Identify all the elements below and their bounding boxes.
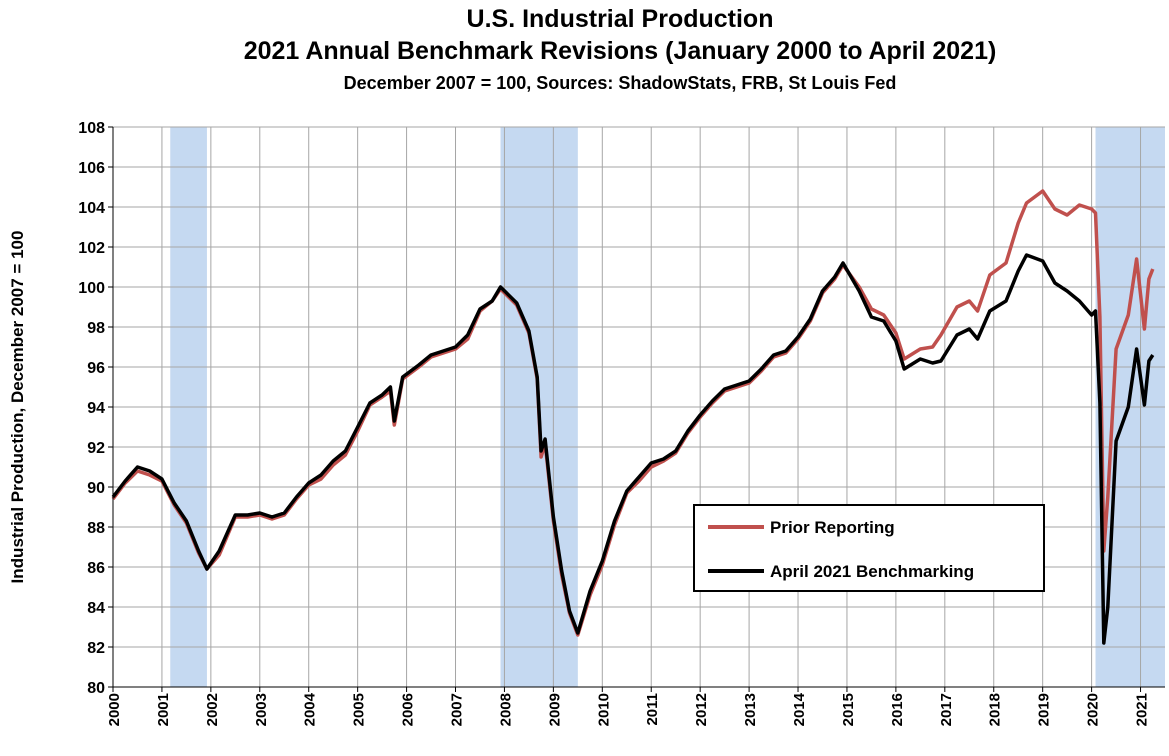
x-tick-label: 2017 — [938, 693, 955, 726]
x-tick-label: 2001 — [155, 693, 172, 726]
x-tick-label: 2007 — [449, 693, 466, 726]
x-tick-label: 2018 — [987, 693, 1004, 726]
y-tick-label: 90 — [87, 480, 105, 497]
chart-title: U.S. Industrial Production — [467, 5, 774, 33]
legend-label: Prior Reporting — [770, 518, 895, 537]
y-tick-label: 108 — [78, 120, 105, 137]
x-tick-label: 2008 — [497, 693, 514, 726]
x-tick-label: 2019 — [1036, 693, 1053, 726]
series-line — [111, 253, 1155, 645]
x-tick-label: 2014 — [791, 692, 808, 726]
lines — [111, 189, 1155, 645]
x-tick-label: 2010 — [595, 693, 612, 726]
y-tick-label: 96 — [87, 360, 105, 377]
y-tick-label: 100 — [78, 280, 105, 297]
x-tick-label: 2005 — [351, 693, 368, 726]
y-tick-label: 92 — [87, 440, 105, 457]
y-tick-label: 94 — [87, 400, 105, 417]
y-tick-label: 88 — [87, 520, 105, 537]
axes: 80 82 84 86 88 90 92 94 96 98 100 102 104 106 108 2000 2… — [78, 120, 1165, 726]
y-tick-label: 84 — [87, 600, 105, 617]
x-tick-label: 2000 — [106, 693, 123, 726]
y-tick-label: 86 — [87, 560, 105, 577]
legend: Prior Reporting April 2021 Benchmarking — [693, 504, 1045, 592]
y-tick-label: 102 — [78, 240, 105, 257]
grid — [112, 126, 1165, 688]
x-tick-label: 2021 — [1134, 693, 1151, 726]
chart-note: December 2007 = 100, Sources: ShadowStat… — [344, 73, 897, 93]
x-tick-label: 2013 — [742, 693, 759, 726]
x-tick-label: 2009 — [546, 693, 563, 726]
y-tick-label: 82 — [87, 640, 105, 657]
x-tick-label: 2020 — [1085, 693, 1102, 726]
y-tick-label: 104 — [78, 200, 105, 217]
legend-box — [693, 504, 1045, 592]
x-tick-label: 2015 — [840, 693, 857, 726]
x-tick-label: 2011 — [644, 693, 661, 726]
x-tick-label: 2002 — [204, 693, 221, 726]
x-tick-label: 2012 — [693, 693, 710, 726]
y-tick-label: 106 — [78, 160, 105, 177]
x-tick-label: 2006 — [400, 693, 417, 726]
legend-label: April 2021 Benchmarking — [770, 562, 974, 581]
x-tick-label: 2003 — [253, 693, 270, 726]
y-tick-label: 80 — [87, 680, 105, 697]
x-tick-label: 2016 — [889, 693, 906, 726]
x-tick-label: 2004 — [302, 692, 319, 726]
y-axis-label: Industrial Production, December 2007 = 1… — [8, 231, 27, 584]
y-tick-label: 98 — [87, 320, 105, 337]
chart-subtitle: 2021 Annual Benchmark Revisions (January… — [244, 37, 997, 65]
